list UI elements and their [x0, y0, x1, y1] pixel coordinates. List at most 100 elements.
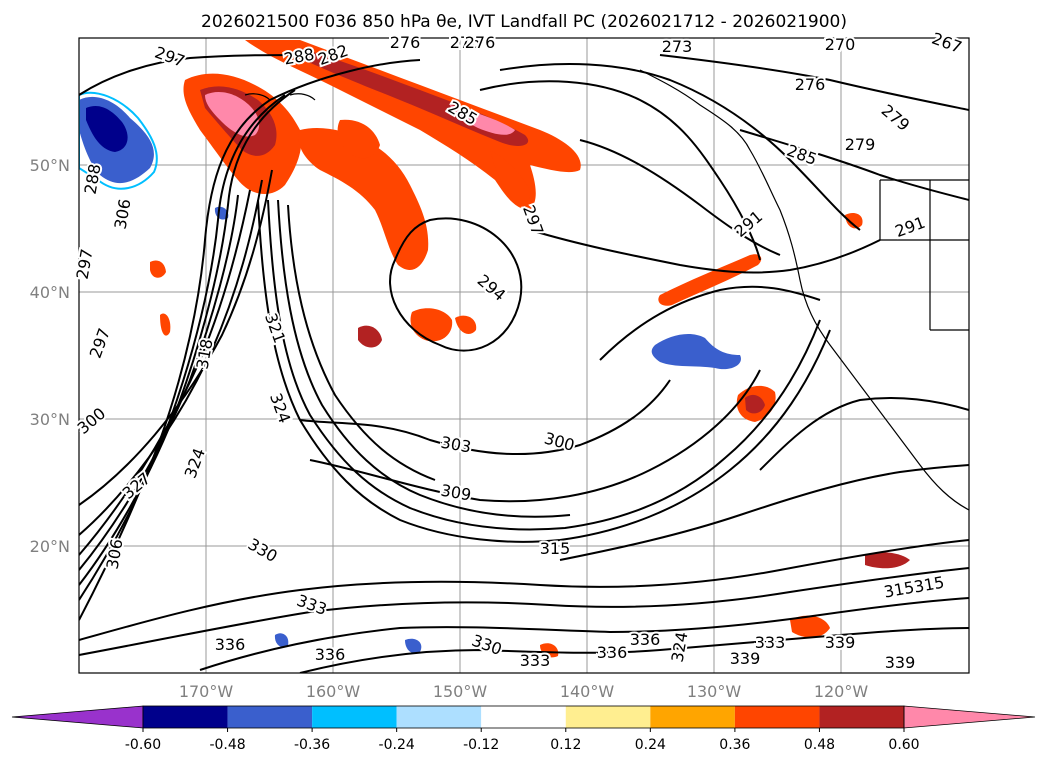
colorbar-segment [565, 706, 651, 728]
colorbar-segment [481, 706, 566, 728]
lon-tick-labels: 170°W 160°W 150°W 140°W 130°W 120°W [179, 682, 869, 701]
colorbar-segment [734, 706, 820, 728]
contour-f [79, 179, 263, 536]
colorbar-segment [143, 706, 228, 728]
state-borders [879, 179, 969, 331]
contour-309 [309, 369, 761, 503]
contour-294 [599, 285, 821, 361]
contour-ne-2 [499, 63, 861, 231]
negative-blob-s-1 [274, 633, 289, 647]
negative-core-nw [86, 105, 128, 152]
contour-s-3 [199, 597, 969, 671]
contour-j [277, 199, 571, 518]
contour-a [79, 59, 421, 621]
contour-label: 336 [597, 643, 628, 662]
contour-e-1 [759, 397, 969, 471]
positive-blob-mid-3 [358, 325, 382, 348]
contour-label: 270 [825, 35, 856, 54]
positive-blob-w-1 [150, 260, 166, 278]
colorbar-tick-label: 0.36 [719, 737, 750, 753]
contour-e [79, 189, 251, 556]
contour-label: 336 [630, 630, 661, 649]
lat-tick-label: 30°N [30, 410, 70, 429]
contour-label: 276 [450, 33, 481, 52]
colorbar-extend-low [11, 705, 144, 729]
colorbar-extend-high [903, 705, 1036, 729]
positive-blob-1 [337, 119, 380, 159]
contour-label: 279 [845, 135, 876, 154]
coastline-aleutians [244, 93, 316, 101]
positive-patch-nw-pink [205, 92, 260, 137]
positive-blob-e-core [745, 394, 765, 414]
lon-tick-label: 160°W [306, 682, 361, 701]
contour-loop [389, 217, 523, 352]
positive-blob-se-1 [865, 552, 910, 569]
colorbar-segment [650, 706, 735, 728]
lon-tick-label: 140°W [560, 682, 615, 701]
contour-top-2 [659, 54, 969, 111]
positive-band-e [658, 254, 762, 306]
negative-patch-e [651, 334, 741, 370]
map-layers [79, 38, 969, 673]
lon-tick-label: 120°W [814, 682, 869, 701]
lon-tick-label: 170°W [179, 682, 234, 701]
lon-tick-label: 150°W [433, 682, 488, 701]
positive-blob-s-1 [540, 643, 559, 658]
colorbar-tick-label: 0.12 [550, 737, 581, 753]
colorbar-tick-label: -0.36 [294, 737, 330, 753]
contour-label: 333 [755, 633, 786, 652]
negative-blob-s-2 [405, 638, 422, 654]
contour-315 [559, 464, 969, 561]
graticule [79, 38, 969, 673]
lat-tick-label: 20°N [30, 537, 70, 556]
positive-blob-mid-2 [455, 315, 477, 334]
lat-tick-label: 40°N [30, 283, 70, 302]
contour-i [267, 199, 821, 531]
positive-blob-se-2 [790, 615, 830, 638]
contour-label: 273 [662, 37, 693, 56]
colorbar-segment [227, 706, 313, 728]
positive-blob-w-2 [160, 313, 171, 336]
colorbar-border [142, 705, 905, 729]
colorbar-tick-label: -0.24 [379, 737, 415, 753]
colorbar-segment [312, 706, 397, 728]
contour-ne-1 [479, 80, 761, 261]
contour-ne-3 [579, 139, 781, 256]
colorbar-segment [396, 706, 482, 728]
colorbar-tick-label: 0.48 [804, 737, 835, 753]
positive-band-ne-pink [450, 105, 515, 135]
contour-label: 288 [282, 45, 315, 69]
contour-b [79, 94, 286, 601]
contour-label: 288 [81, 162, 105, 195]
contour-k [287, 204, 436, 481]
colorbar-tick-label: 0.60 [888, 737, 919, 753]
colorbar-tick-label: -0.12 [463, 737, 499, 753]
coastline [244, 69, 969, 511]
colorbar: -0.60 -0.48 -0.36 -0.24 -0.12 0.12 0.24 0.36 0.4… [11, 705, 1036, 753]
contour-top-3 [739, 129, 969, 201]
negative-outline-nw [79, 91, 158, 190]
contour-label: 333 [520, 651, 551, 670]
lon-tick-label: 130°W [687, 682, 742, 701]
contour-label: 339 [825, 633, 856, 652]
theta-e-contours [79, 54, 969, 673]
contour-label: 336 [315, 645, 346, 664]
contour-291 [529, 229, 881, 274]
contour-label: 339 [730, 649, 761, 668]
colorbar-tick-label: 0.24 [635, 737, 666, 753]
coastline-west [639, 69, 969, 511]
lat-tick-labels: 50°N 40°N 30°N 20°N [30, 156, 70, 556]
contour-label: 276 [390, 33, 421, 52]
positive-patch-central [298, 128, 429, 270]
contour-label: 315 [540, 539, 571, 558]
contour-303 [299, 379, 671, 456]
chart-title: 2026021500 F036 850 hPa θe, IVT Landfall… [201, 12, 847, 32]
positive-blob-ne-1 [845, 213, 863, 229]
colorbar-tick-label: -0.60 [125, 737, 161, 753]
contour-label: 339 [885, 653, 916, 672]
contour-s-1 [79, 539, 969, 641]
contour-top-1 [79, 54, 311, 96]
contour-label: 276 [795, 75, 826, 94]
contour-label: 306 [111, 197, 135, 230]
positive-blob-mid-1 [410, 308, 453, 342]
